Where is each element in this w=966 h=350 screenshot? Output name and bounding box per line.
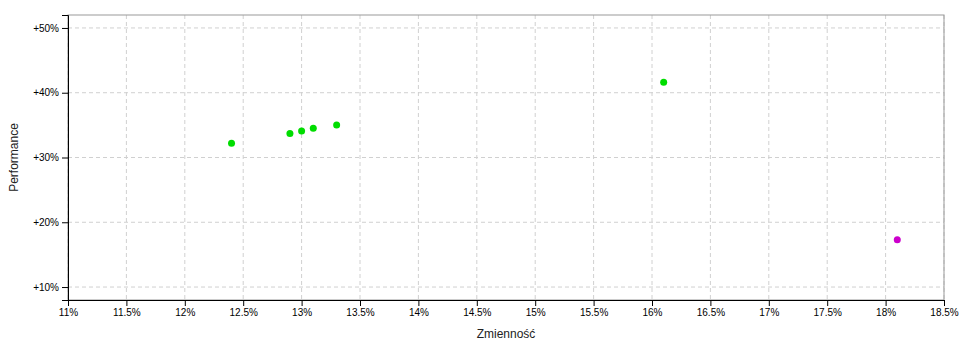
y-axis-line — [62, 16, 69, 301]
x-tick-mark — [243, 300, 244, 306]
x-tick-mark — [360, 300, 361, 306]
x-tick-mark — [185, 300, 186, 306]
x-tick-label: 11% — [59, 307, 78, 318]
chart: 11% 11.5% 12% 12.5% 13% 13.5% 14% 14.5% 15% 15.5%… — [0, 0, 966, 350]
x-grid-line — [535, 15, 536, 300]
x-tick: 17.5% — [814, 300, 842, 318]
y-tick: +30% — [33, 152, 68, 163]
x-axis-title: Zmienność — [477, 327, 536, 341]
grid — [68, 15, 944, 300]
y-grid-line — [68, 92, 944, 93]
y-tick-label: +40% — [33, 87, 59, 98]
y-tick-label: +50% — [33, 23, 59, 34]
x-tick: 11% — [59, 300, 78, 318]
y-grid-line — [68, 287, 944, 288]
x-tick-label: 16.5% — [697, 307, 725, 318]
y-tick-mark — [62, 93, 68, 94]
y-tick-mark — [62, 158, 68, 159]
x-tick: 18.5% — [930, 300, 958, 318]
x-tick: 18% — [876, 300, 896, 318]
x-grid-line — [360, 15, 361, 300]
x-tick: 13% — [292, 300, 312, 318]
x-tick-mark — [594, 300, 595, 306]
y-grid-line — [68, 27, 944, 28]
x-tick-mark — [418, 300, 419, 306]
x-tick-label: 13.5% — [346, 307, 374, 318]
y-axis-title: Performance — [7, 123, 21, 192]
x-tick-mark — [477, 300, 478, 306]
x-tick-label: 11.5% — [113, 307, 141, 318]
x-tick: 12% — [175, 300, 195, 318]
x-tick-mark — [944, 300, 945, 306]
point — [660, 79, 667, 86]
y-tick: +20% — [33, 217, 68, 228]
x-tick: 13.5% — [346, 300, 374, 318]
plot-frame — [68, 15, 944, 300]
x-tick-label: 17% — [759, 307, 779, 318]
y-axis: +10% +20% +30% +40% +50% — [33, 16, 68, 301]
y-tick-mark — [62, 222, 68, 223]
y-tick-label: +10% — [33, 282, 59, 293]
x-tick-mark — [535, 300, 536, 306]
x-grid-line — [885, 15, 886, 300]
x-tick-label: 17.5% — [814, 307, 842, 318]
point — [310, 125, 317, 132]
x-grid-line — [184, 15, 185, 300]
y-tick-mark — [62, 287, 68, 288]
x-tick: 12.5% — [230, 300, 258, 318]
x-tick: 14% — [409, 300, 429, 318]
x-tick-mark — [769, 300, 770, 306]
point — [286, 130, 293, 137]
x-tick-label: 12.5% — [230, 307, 258, 318]
x-tick: 15.5% — [580, 300, 608, 318]
x-tick-label: 16% — [642, 307, 662, 318]
x-axis: 11% 11.5% 12% 12.5% 13% 13.5% 14% 14.5% 15% 15.5%… — [59, 300, 959, 318]
y-tick-mark — [62, 28, 68, 29]
x-tick-mark — [886, 300, 887, 306]
x-tick-label: 18% — [876, 307, 896, 318]
point — [894, 236, 901, 243]
x-tick: 15% — [526, 300, 546, 318]
point — [333, 122, 340, 129]
x-tick: 17% — [759, 300, 779, 318]
x-tick-label: 14% — [409, 307, 429, 318]
x-tick-label: 14.5% — [463, 307, 491, 318]
x-tick: 16% — [642, 300, 662, 318]
x-tick: 16.5% — [697, 300, 725, 318]
x-tick: 11.5% — [113, 300, 141, 318]
x-tick-mark — [710, 300, 711, 306]
y-tick: +50% — [33, 23, 68, 34]
point — [298, 127, 305, 134]
y-grid-line — [68, 157, 944, 158]
x-tick-mark — [652, 300, 653, 306]
point — [228, 140, 235, 147]
series — [894, 236, 901, 243]
x-tick-label: 15.5% — [580, 307, 608, 318]
x-tick-mark — [827, 300, 828, 306]
y-tick-label: +30% — [33, 152, 59, 163]
x-grid-line — [710, 15, 711, 300]
x-tick-label: 13% — [292, 307, 312, 318]
x-tick-mark — [302, 300, 303, 306]
x-tick-mark — [126, 300, 127, 306]
x-tick-label: 15% — [526, 307, 546, 318]
series — [228, 79, 667, 147]
x-tick-label: 18.5% — [930, 307, 958, 318]
x-tick-label: 12% — [175, 307, 195, 318]
y-tick-label: +20% — [33, 217, 59, 228]
x-tick: 14.5% — [463, 300, 491, 318]
y-tick: +10% — [33, 282, 68, 293]
x-axis-line — [69, 301, 945, 307]
y-grid-line — [68, 222, 944, 223]
plot-area — [228, 79, 901, 243]
y-tick: +40% — [33, 87, 68, 98]
